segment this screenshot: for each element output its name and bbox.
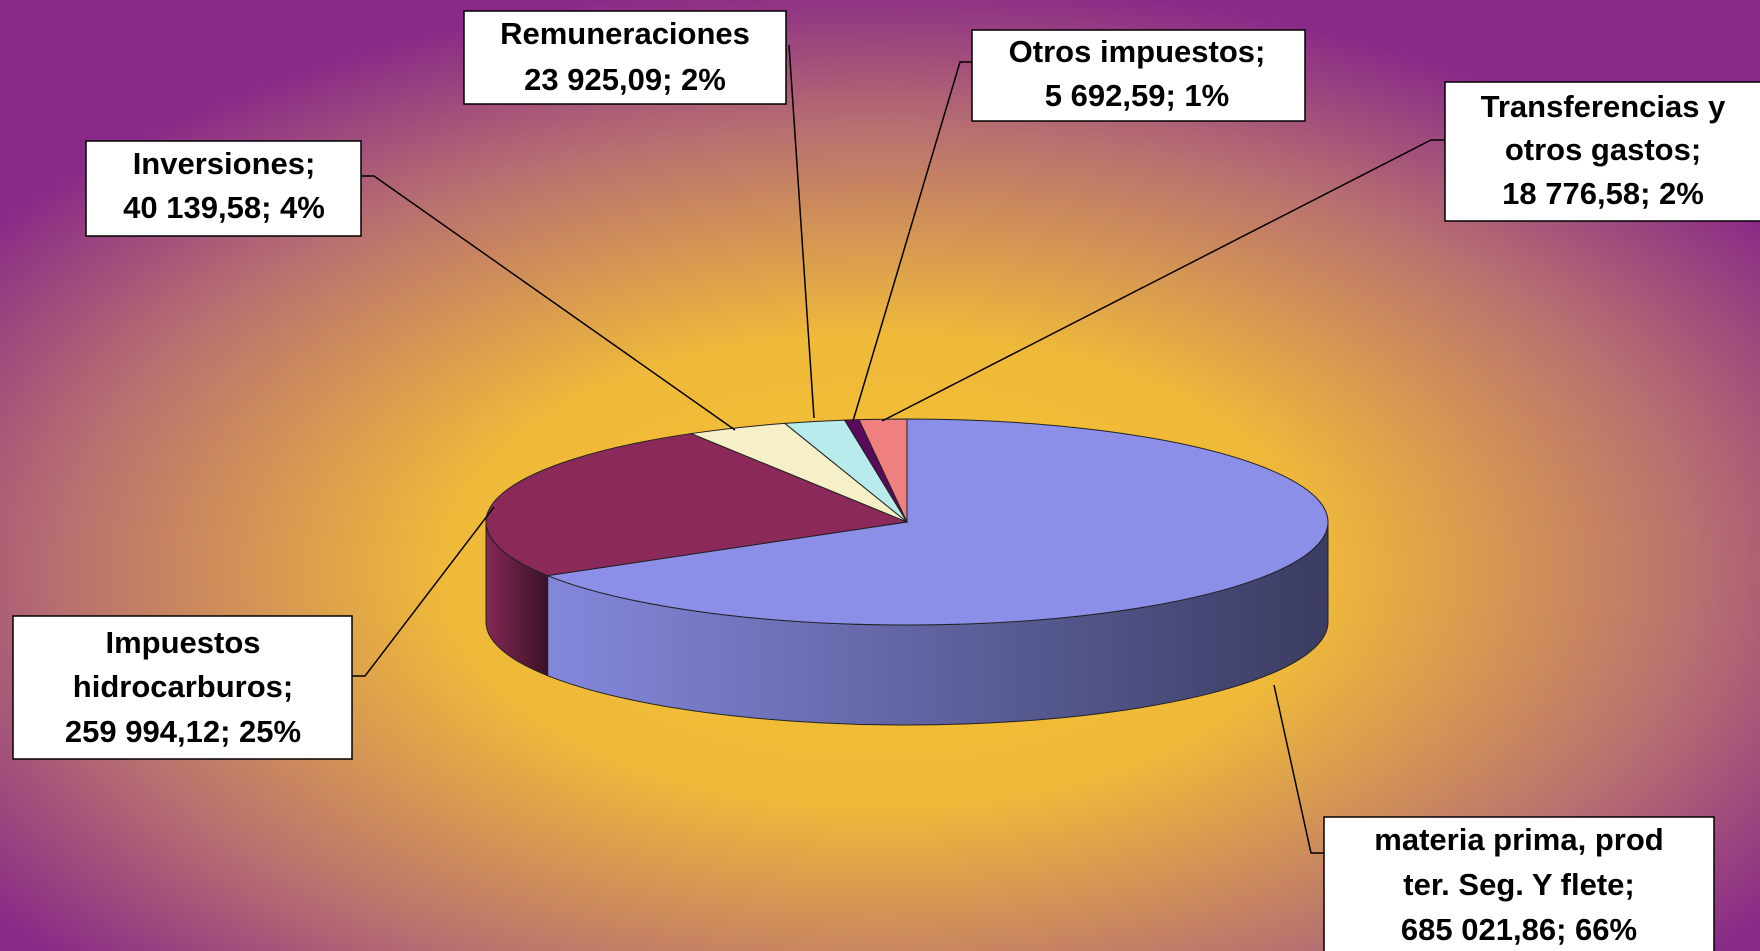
leader-line xyxy=(1273,684,1324,854)
category-label: ter. Seg. Y flete; xyxy=(1403,867,1634,902)
category-label: Remuneraciones xyxy=(500,16,750,51)
value-label: 259 994,12; 25% xyxy=(65,714,301,749)
pie xyxy=(485,418,1329,726)
label-box xyxy=(1444,81,1760,222)
label-box xyxy=(12,615,353,760)
value-label: 685 021,86; 66% xyxy=(1401,912,1637,947)
leader-line xyxy=(852,61,972,422)
value-label: 40 139,58; 4% xyxy=(123,190,325,225)
category-label: hidrocarburos; xyxy=(73,669,293,704)
category-label: Transferencias y xyxy=(1481,89,1726,124)
category-label: Impuestos xyxy=(105,625,260,660)
label-box xyxy=(971,29,1306,122)
slice xyxy=(858,418,908,523)
category-label: otros gastos; xyxy=(1505,132,1701,167)
label-box xyxy=(85,140,362,237)
leader-line xyxy=(788,44,815,419)
value-label: 18 776,58; 2% xyxy=(1502,176,1704,211)
leader-line xyxy=(352,506,495,677)
slice xyxy=(545,418,1329,626)
slice xyxy=(485,433,909,577)
value-label: 5 692,59; 1% xyxy=(1045,78,1229,113)
leader-lines xyxy=(352,44,1445,854)
leader-line xyxy=(361,175,736,431)
labels: materia prima, prod ter. Seg. Y flete; 685… xyxy=(12,10,1760,951)
category-label: materia prima, prod xyxy=(1374,822,1663,857)
leader-line xyxy=(881,139,1445,422)
label-box xyxy=(463,10,787,105)
value-label: 23 925,09; 2% xyxy=(524,62,726,97)
label-box xyxy=(1323,816,1715,951)
category-label: Inversiones; xyxy=(133,146,316,181)
category-label: Otros impuestos; xyxy=(1009,34,1266,69)
